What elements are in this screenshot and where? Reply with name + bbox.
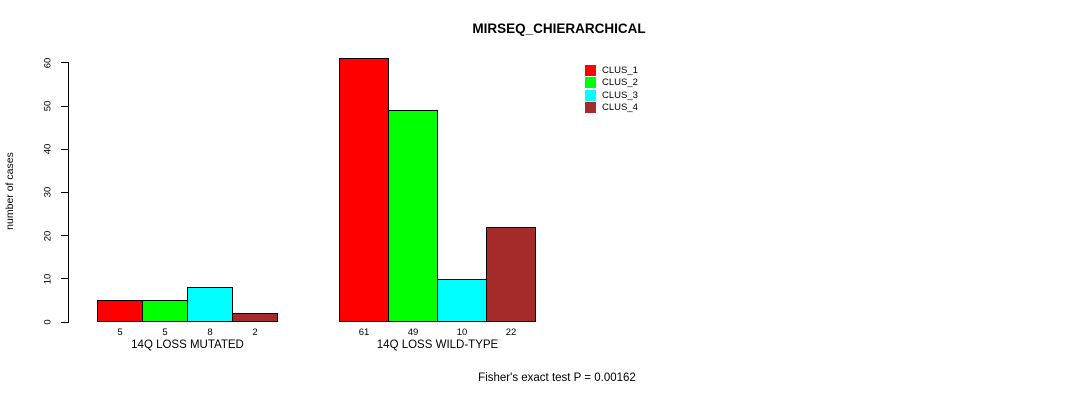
- chart-title: MIRSEQ_CHIERARCHICAL: [472, 21, 646, 36]
- y-tick-label: 50: [42, 100, 54, 112]
- x-category-label: 14Q LOSS WILD-TYPE: [376, 339, 499, 351]
- bar-clus_3-group1: [187, 287, 233, 322]
- legend-label: CLUS_4: [602, 102, 638, 114]
- legend-swatch-clus_4: [585, 102, 596, 114]
- bar-value-label: 2: [252, 327, 258, 338]
- y-tick-label: 60: [42, 57, 54, 69]
- x-category-label: 14Q LOSS MUTATED: [131, 339, 244, 351]
- legend-item: CLUS_3: [585, 89, 638, 101]
- bar-value-label: 61: [358, 327, 370, 338]
- y-tick-label: 40: [42, 143, 54, 155]
- bar-clus_4-group1: [232, 313, 278, 322]
- legend: CLUS_1 CLUS_2 CLUS_3 CLUS_4: [585, 65, 638, 114]
- y-tick: [61, 278, 68, 280]
- y-tick: [61, 235, 68, 237]
- y-tick-label: 30: [42, 187, 54, 198]
- legend-swatch-clus_2: [585, 77, 596, 89]
- y-axis-line: [68, 62, 69, 323]
- bar-value-label: 49: [407, 327, 419, 338]
- y-tick: [61, 191, 68, 193]
- legend-item: CLUS_2: [585, 77, 638, 89]
- y-tick: [61, 105, 68, 107]
- bar-clus_2-group2: [388, 110, 438, 322]
- bar-value-label: 5: [162, 327, 168, 338]
- bar-clus_1-group1: [97, 300, 143, 322]
- legend-label: CLUS_3: [602, 89, 638, 101]
- bar-clus_2-group1: [142, 300, 188, 322]
- y-axis-label: number of cases: [4, 152, 16, 230]
- legend-item: CLUS_4: [585, 102, 638, 114]
- legend-swatch-clus_1: [585, 65, 596, 76]
- y-tick-label: 0: [42, 319, 54, 325]
- bar-clus_3-group2: [437, 278, 487, 322]
- bar-value-label: 22: [505, 327, 517, 338]
- y-tick: [61, 321, 68, 323]
- legend-label: CLUS_1: [602, 65, 638, 76]
- bar-value-label: 10: [456, 327, 468, 338]
- y-tick-label: 10: [42, 273, 54, 285]
- legend-label: CLUS_2: [602, 77, 638, 89]
- annotation-fisher-test: Fisher's exact test P = 0.00162: [478, 372, 636, 384]
- bar-clus_1-group2: [339, 58, 389, 322]
- y-tick: [61, 148, 68, 150]
- bar-clus_4-group2: [486, 226, 536, 322]
- bar-value-label: 5: [117, 327, 123, 338]
- y-tick-label: 20: [42, 230, 54, 241]
- bar-value-label: 8: [207, 327, 213, 338]
- legend-swatch-clus_3: [585, 89, 596, 101]
- legend-item: CLUS_1: [585, 65, 638, 76]
- y-tick: [61, 62, 68, 64]
